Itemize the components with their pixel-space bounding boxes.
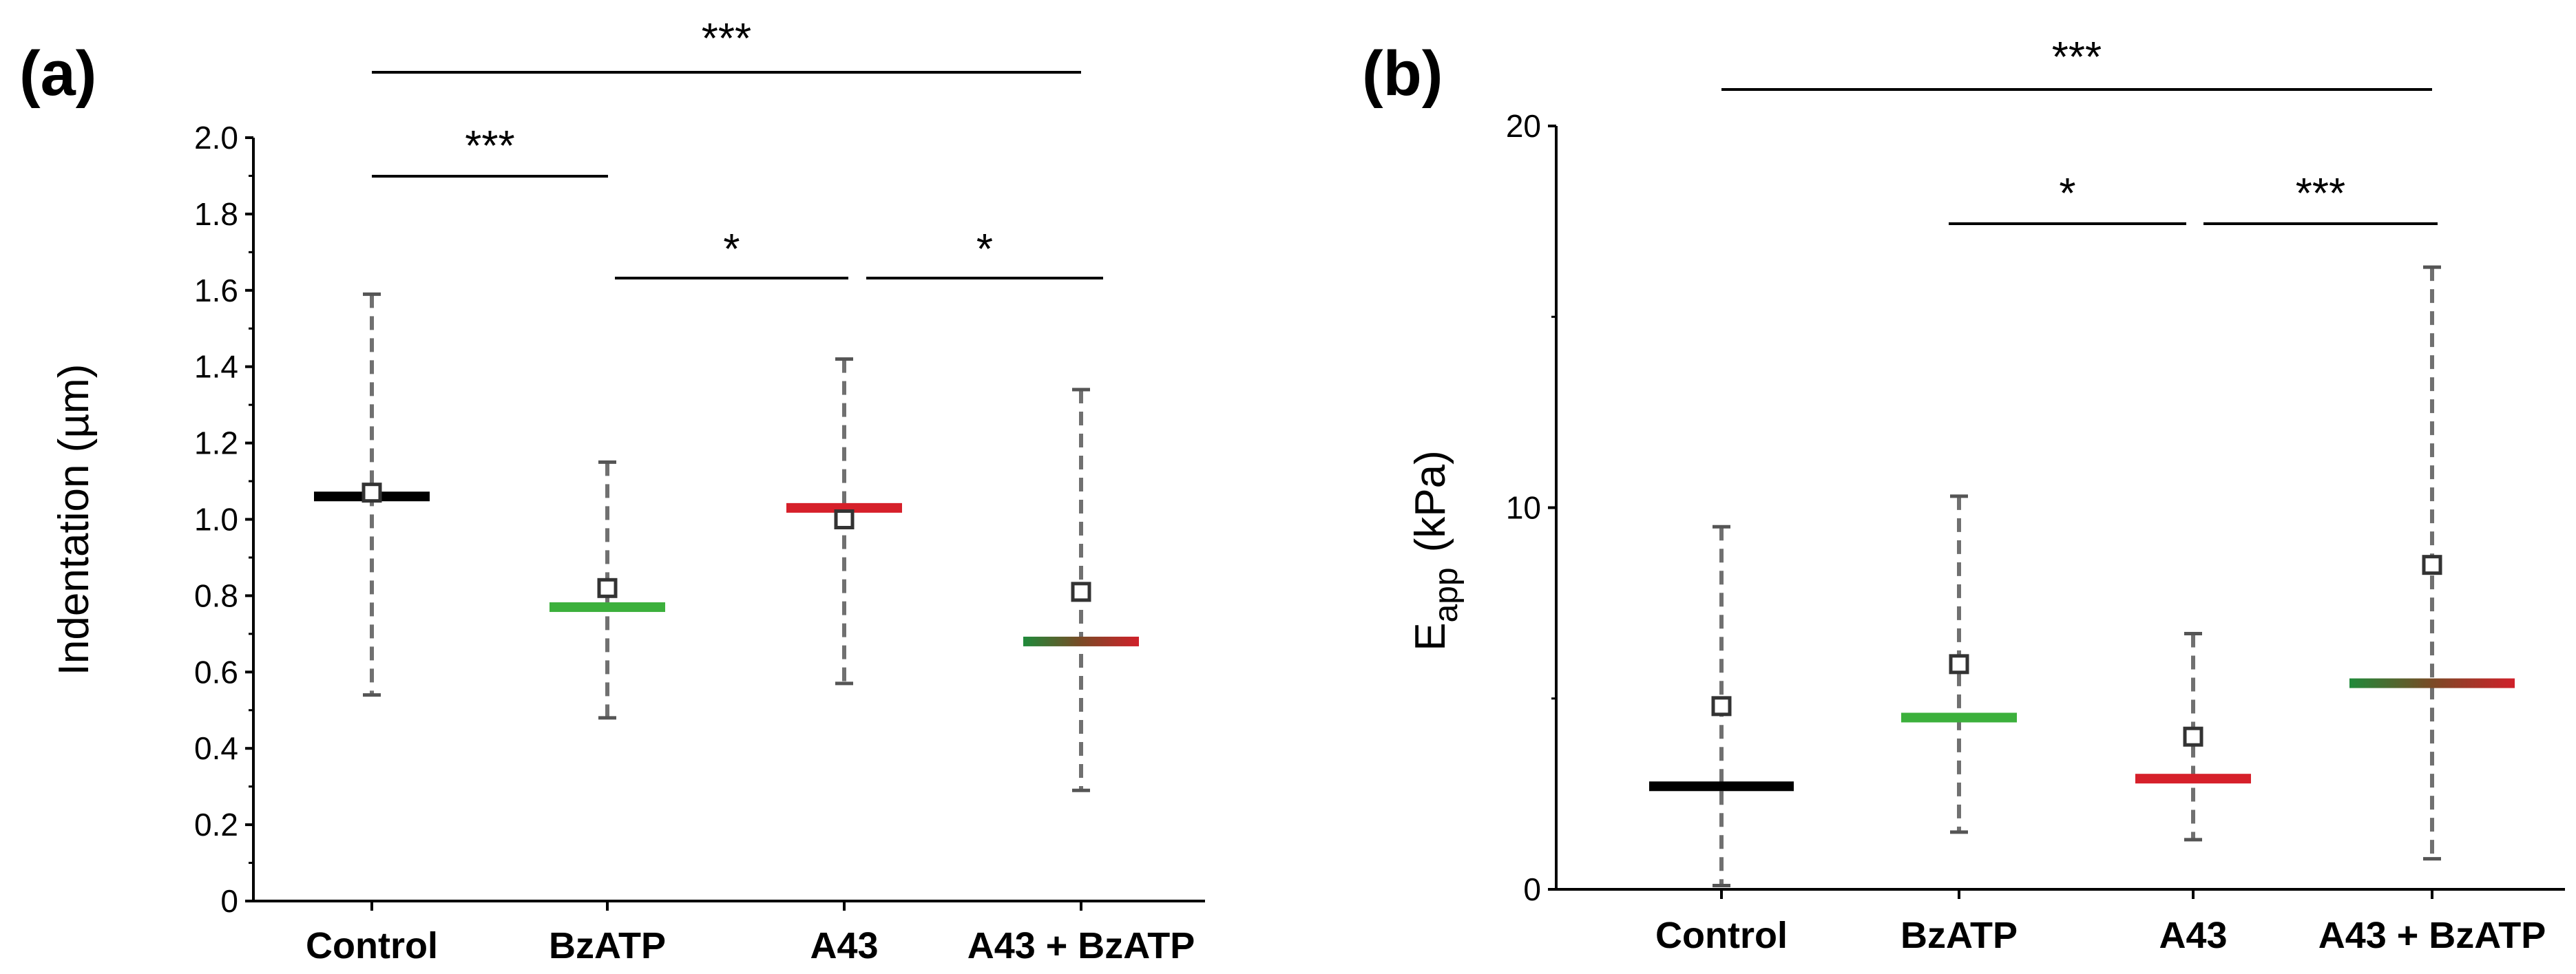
y-tick-label: 1.2 — [194, 425, 238, 461]
panel-b: (b) 0 10 20 Control BzATP A43 A43 + BzATP Eapp (k… — [1362, 34, 2565, 956]
y-axis-label-main: E — [1407, 622, 1454, 650]
y-tick-label: 0 — [220, 883, 238, 919]
median-bar — [1649, 781, 1794, 792]
y-tick-label: 0.8 — [194, 578, 238, 613]
y-tick-label: 1.8 — [194, 196, 238, 232]
significance-label: * — [2059, 170, 2075, 218]
x-category-label: BzATP — [1900, 915, 2018, 956]
median-bar — [1023, 636, 1139, 646]
panel-label: (b) — [1362, 39, 1443, 109]
y-tick-label: 0.2 — [194, 807, 238, 843]
y-axis-label-unit: (kPa) — [1407, 450, 1454, 552]
significance-label: *** — [702, 15, 751, 63]
y-axis-label-sub: app — [1428, 567, 1465, 622]
y-tick-label: 1.4 — [194, 349, 238, 385]
y-axis-label-part: Indentation ( — [50, 438, 98, 675]
mean-marker — [1949, 654, 1969, 675]
significance-label: * — [976, 226, 993, 273]
y-axis-label-mu: µ — [50, 414, 98, 438]
x-category-label: BzATP — [549, 925, 666, 966]
panel-a: (a) 0 0.2 0.4 0.6 0.8 1.0 1.2 1.4 1.6 1.8 2.0 Contro… — [19, 15, 1205, 966]
mean-marker — [834, 509, 855, 529]
mean-marker — [1711, 696, 1732, 717]
mean-marker — [1071, 582, 1091, 602]
median-bar — [1901, 712, 2017, 723]
median-bar — [2135, 774, 2251, 784]
y-axis-label: Indentation (µm) — [50, 364, 98, 676]
y-tick-label: 1.6 — [194, 273, 238, 308]
x-category-label: A43 + BzATP — [2318, 915, 2546, 956]
mean-marker — [362, 483, 382, 503]
x-category-label: A43 — [810, 925, 878, 966]
median-bar — [786, 502, 902, 513]
y-tick-label: 2.0 — [194, 120, 238, 156]
significance-label: *** — [465, 123, 514, 170]
mean-marker — [597, 578, 618, 598]
y-axis-label: Eapp (kPa) — [1407, 450, 1465, 651]
x-category-label: Control — [306, 925, 438, 966]
x-category-label: Control — [1655, 915, 1788, 956]
median-bar — [549, 602, 665, 613]
significance-label: *** — [2296, 170, 2345, 218]
y-tick-label: 0.4 — [194, 730, 238, 766]
x-category-label: A43 + BzATP — [967, 925, 1195, 966]
y-tick-label: 0 — [1523, 871, 1541, 907]
y-tick-label: 20 — [1506, 108, 1541, 144]
mean-marker — [2422, 555, 2442, 575]
panel-label: (a) — [19, 39, 96, 109]
y-tick-label: 0.6 — [194, 654, 238, 690]
median-bar — [2349, 678, 2515, 688]
significance-label: * — [723, 226, 740, 273]
significance-label: *** — [2052, 34, 2102, 81]
y-axis-label-part: m) — [50, 364, 98, 414]
x-category-label: A43 — [2159, 915, 2227, 956]
mean-marker — [2183, 726, 2203, 747]
y-tick-label: 1.0 — [194, 502, 238, 538]
y-tick-label: 10 — [1506, 490, 1541, 526]
